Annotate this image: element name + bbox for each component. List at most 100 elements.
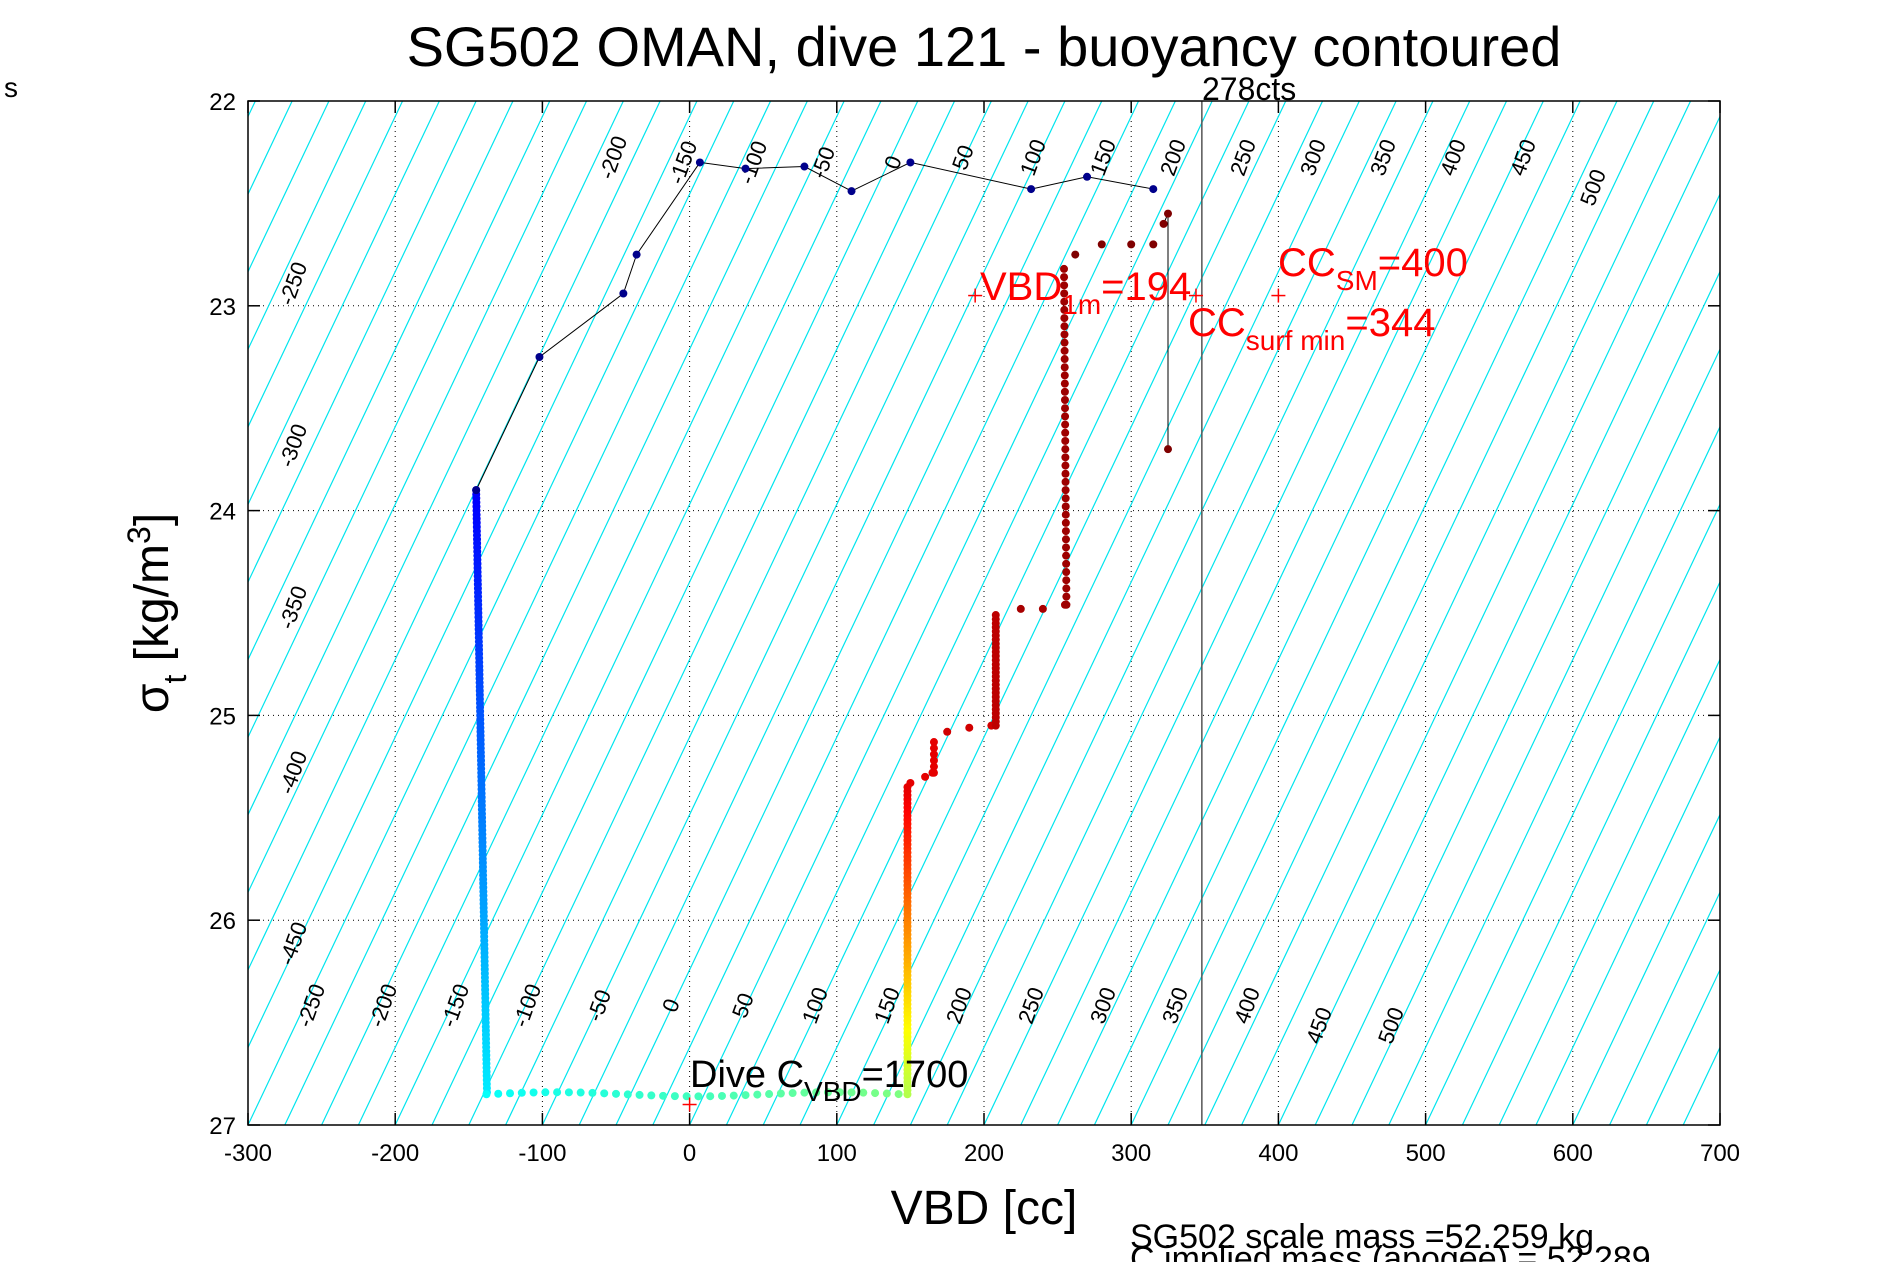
ascent-point	[906, 158, 915, 167]
trace-point	[1061, 428, 1070, 437]
trace-point	[965, 723, 974, 732]
contour-line	[1241, 115, 1720, 1125]
trace-point	[847, 1088, 856, 1097]
trace-point	[623, 1090, 632, 1099]
trace-point	[943, 727, 952, 736]
trace-point	[1060, 363, 1069, 372]
contour-line	[689, 101, 1176, 1125]
trace-point	[1061, 404, 1070, 413]
trace-point	[765, 1090, 774, 1099]
contour-line	[248, 101, 404, 429]
trace-point	[1061, 510, 1070, 519]
trace-point	[1062, 592, 1071, 601]
trace-point	[1060, 264, 1069, 273]
trace-point	[1060, 338, 1069, 347]
contour-line	[248, 101, 440, 506]
x-tick-label: 200	[964, 1140, 1004, 1167]
contour-line	[1498, 658, 1720, 1125]
contour-line	[248, 101, 698, 1049]
trace-point	[788, 1089, 797, 1098]
contour-line	[836, 101, 1324, 1125]
trace-point	[894, 1090, 903, 1099]
x-tick-label: 300	[1111, 1140, 1151, 1167]
trace-point	[529, 1088, 538, 1097]
ascent-point	[535, 353, 544, 361]
contour-line	[1093, 101, 1581, 1125]
trace-point	[1060, 396, 1069, 405]
trace-point	[1061, 436, 1070, 445]
trace-point	[1061, 494, 1070, 503]
trace-point	[564, 1088, 573, 1097]
trace-point	[588, 1088, 597, 1097]
ascent-line	[475, 161, 1154, 491]
trace-point	[776, 1089, 785, 1098]
trace-point	[929, 756, 938, 765]
contour-line	[725, 101, 1213, 1125]
trace-point	[1060, 322, 1069, 331]
contour-line	[505, 101, 992, 1125]
contour-line	[1277, 192, 1720, 1125]
trace-point	[1060, 289, 1069, 298]
trace-point	[1149, 240, 1158, 249]
trace-point	[1061, 461, 1070, 470]
data-points	[472, 158, 1172, 1101]
trace-point	[835, 1088, 844, 1097]
contour-line	[1388, 425, 1720, 1125]
contour-line	[1794, 101, 1891, 1125]
contour-line	[431, 101, 919, 1125]
trace-point	[1127, 240, 1136, 249]
trace-point	[929, 762, 938, 771]
trace-point	[682, 1092, 691, 1101]
y-tick-label: 25	[209, 703, 236, 730]
trace-point	[706, 1092, 715, 1101]
trace-point	[694, 1092, 703, 1101]
y-tick-label: 23	[209, 294, 236, 321]
x-tick-label: 0	[683, 1140, 696, 1167]
contour-line	[1867, 101, 1891, 1125]
x-tick-label: -200	[371, 1140, 419, 1167]
contour-line	[1130, 101, 1618, 1125]
contour-line	[1351, 347, 1720, 1125]
ascent-point	[472, 486, 481, 495]
ascent-point	[847, 187, 856, 196]
trace-point	[906, 778, 915, 787]
trace-point	[1062, 576, 1071, 585]
contour-line	[248, 101, 588, 817]
trace-point	[929, 744, 938, 753]
trace-point	[670, 1092, 679, 1101]
trace-point	[823, 1088, 832, 1097]
trace-point	[517, 1088, 526, 1097]
trace-point	[647, 1091, 656, 1100]
ascent-point	[619, 289, 628, 298]
contour-line	[541, 101, 1029, 1125]
end-point	[1164, 445, 1172, 454]
contour-line	[1204, 101, 1692, 1125]
contour-line	[394, 101, 882, 1125]
trace-point	[600, 1089, 609, 1098]
trace-point	[1061, 535, 1070, 544]
x-tick-label: 500	[1406, 1140, 1446, 1167]
trace-point	[1062, 543, 1071, 552]
ascent-point	[1027, 185, 1036, 194]
trace-point	[929, 768, 938, 777]
trace-point	[1016, 604, 1025, 613]
x-tick-label: 600	[1553, 1140, 1593, 1167]
contour-line	[799, 101, 1287, 1125]
trace-point	[1038, 604, 1047, 613]
trace-point	[1060, 314, 1069, 323]
trace-point	[1060, 355, 1069, 364]
trace-point	[1060, 281, 1069, 290]
vline-label: 278cts	[1202, 71, 1296, 107]
trace-point	[576, 1088, 585, 1097]
y-axis-label: σt [kg/m3]	[121, 513, 193, 713]
contour-line	[0, 101, 35, 1125]
trace-point	[1062, 568, 1071, 577]
footer-implied-mass: C implied mass (apogee) = 52.289	[1130, 1240, 1651, 1262]
chart-title: SG502 OMAN, dive 121 - buoyancy contoure…	[407, 15, 1562, 78]
trace-point	[1071, 250, 1080, 259]
corner-label: s	[4, 72, 18, 103]
ascent-point	[695, 158, 704, 167]
contour-line	[248, 101, 624, 894]
ascent-point	[800, 162, 809, 171]
